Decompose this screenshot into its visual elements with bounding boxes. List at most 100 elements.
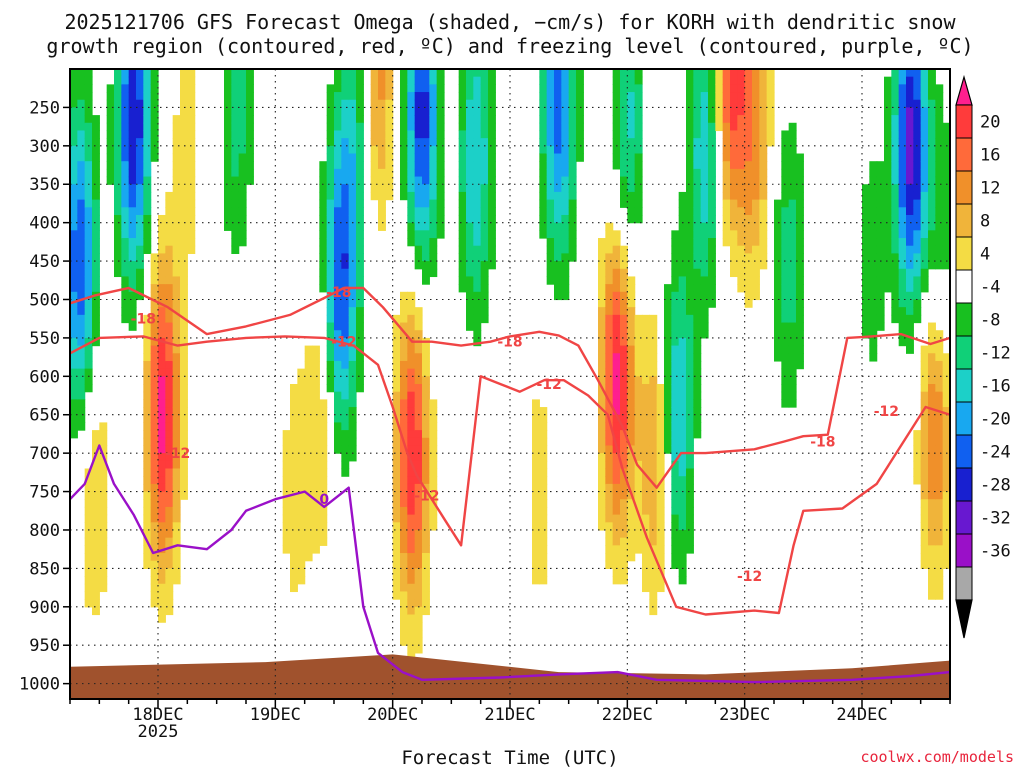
- omega-cell: [920, 545, 929, 554]
- omega-cell: [348, 69, 357, 78]
- omega-cell: [143, 130, 152, 139]
- omega-cell: [136, 191, 144, 201]
- omega-cell: [99, 422, 108, 431]
- omega-cell: [488, 222, 496, 231]
- omega-cell: [143, 199, 152, 208]
- omega-cell: [627, 115, 636, 124]
- omega-cell: [700, 322, 709, 331]
- omega-cell: [128, 145, 137, 155]
- omega-cell: [348, 437, 357, 447]
- omega-cell: [620, 161, 628, 170]
- omega-cell: [634, 491, 643, 500]
- omega-cell: [700, 107, 709, 116]
- omega-cell: [788, 207, 797, 216]
- omega-cell: [473, 330, 482, 339]
- omega-cell: [884, 153, 892, 162]
- omega-cell: [400, 407, 408, 416]
- omega-cell: [752, 291, 760, 301]
- omega-cell: [891, 76, 900, 85]
- omega-cell: [862, 253, 870, 262]
- omega-cell: [150, 69, 159, 78]
- omega-cell: [165, 330, 174, 339]
- omega-cell: [634, 199, 643, 208]
- omega-cell: [862, 184, 870, 193]
- omega-cell: [480, 268, 489, 278]
- omega-cell: [70, 230, 78, 239]
- omega-cell: [282, 445, 291, 454]
- omega-cell: [561, 176, 570, 185]
- omega-cell: [92, 138, 100, 147]
- omega-cell: [781, 276, 790, 285]
- omega-cell: [935, 453, 944, 462]
- omega-cell: [429, 445, 438, 454]
- omega-cell: [326, 261, 335, 270]
- omega-cell: [913, 199, 922, 208]
- omega-cell: [752, 145, 760, 155]
- omega-cell: [392, 368, 401, 377]
- omega-cell: [935, 445, 944, 454]
- colorbar-swatch: [955, 533, 973, 568]
- omega-cell: [414, 184, 423, 193]
- omega-cell: [407, 545, 416, 554]
- omega-cell: [488, 176, 496, 185]
- omega-cell: [935, 560, 944, 569]
- omega-cell: [568, 138, 577, 147]
- omega-cell: [84, 514, 93, 523]
- omega-cell: [752, 122, 760, 132]
- omega-cell: [612, 322, 621, 331]
- omega-cell: [414, 583, 423, 593]
- omega-cell: [928, 345, 936, 354]
- omega-cell: [187, 115, 196, 124]
- omega-cell: [187, 176, 196, 185]
- omega-cell: [341, 84, 350, 93]
- omega-cell: [84, 268, 93, 278]
- omega-cell: [561, 230, 570, 239]
- omega-cell: [458, 276, 467, 285]
- omega-cell: [678, 238, 687, 247]
- omega-cell: [605, 553, 614, 562]
- omega-cell: [165, 491, 174, 500]
- omega-cell: [612, 337, 621, 347]
- omega-cell: [143, 376, 152, 385]
- omega-cell: [678, 522, 687, 531]
- omega-cell: [678, 207, 687, 216]
- omega-cell: [84, 384, 93, 393]
- omega-cell: [180, 276, 188, 285]
- omega-cell: [656, 529, 665, 539]
- omega-cell: [414, 176, 423, 185]
- colorbar-tick-label: -32: [980, 509, 1011, 529]
- omega-cell: [165, 483, 174, 493]
- omega-cell: [326, 107, 335, 116]
- omega-cell: [304, 476, 313, 485]
- omega-cell: [876, 207, 885, 216]
- omega-cell: [664, 284, 672, 293]
- omega-cell: [561, 184, 570, 193]
- omega-cell: [686, 460, 694, 470]
- omega-cell: [671, 238, 680, 247]
- omega-cell: [84, 191, 93, 201]
- omega-cell: [356, 384, 364, 393]
- omega-cell: [458, 107, 467, 116]
- omega-cell: [436, 222, 445, 231]
- omega-cell: [370, 145, 379, 155]
- omega-cell: [656, 384, 665, 393]
- y-tick-label: 800: [29, 521, 60, 541]
- omega-cell: [407, 92, 416, 101]
- omega-cell: [312, 422, 320, 431]
- omega-cell: [341, 130, 350, 139]
- omega-cell: [920, 537, 929, 546]
- omega-cell: [77, 214, 86, 224]
- omega-cell: [378, 122, 386, 132]
- omega-cell: [620, 168, 628, 178]
- colorbar-tick-label: 4: [980, 245, 990, 265]
- omega-cell: [649, 545, 658, 554]
- omega-cell: [862, 191, 870, 201]
- omega-cell: [686, 253, 694, 262]
- omega-cell: [114, 145, 122, 155]
- omega-cell: [385, 130, 394, 139]
- omega-cell: [172, 191, 181, 201]
- omega-cell: [150, 368, 159, 377]
- omega-cell: [920, 99, 929, 109]
- omega-cell: [392, 453, 401, 462]
- omega-cell: [70, 161, 78, 170]
